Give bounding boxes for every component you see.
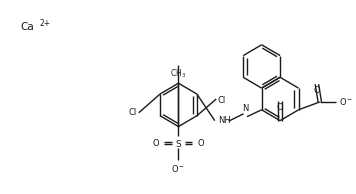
Text: N: N — [242, 104, 248, 113]
Text: S: S — [176, 140, 181, 149]
Text: 2+: 2+ — [39, 19, 51, 28]
Text: O: O — [314, 86, 320, 95]
Text: O: O — [277, 103, 283, 112]
Text: O$^-$: O$^-$ — [171, 163, 185, 174]
Text: Cl: Cl — [218, 96, 226, 105]
Text: O$^-$: O$^-$ — [339, 96, 353, 107]
Text: O: O — [153, 139, 159, 148]
Text: NH: NH — [218, 116, 231, 125]
Text: Ca: Ca — [20, 22, 34, 32]
Text: O: O — [198, 139, 204, 148]
Text: Cl: Cl — [129, 108, 137, 117]
Text: CH$_3$: CH$_3$ — [171, 67, 187, 80]
